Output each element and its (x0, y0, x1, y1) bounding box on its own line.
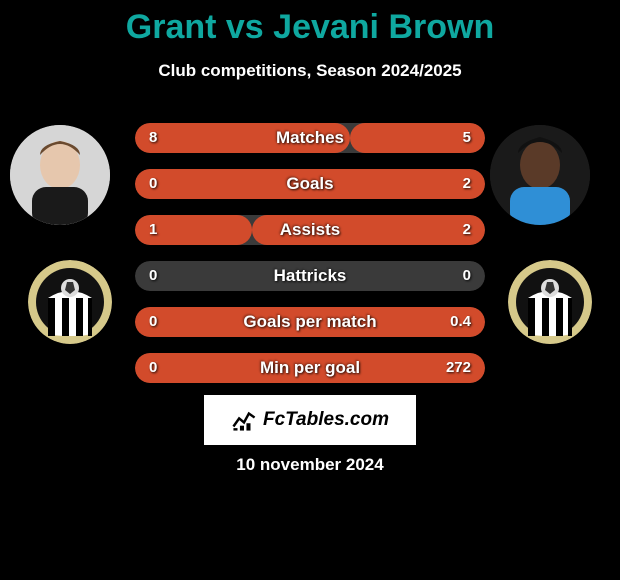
page-title: Grant vs Jevani Brown (0, 0, 620, 47)
stat-row: 12Assists (135, 215, 485, 245)
stat-label: Goals (135, 169, 485, 199)
stat-row: 02Goals (135, 169, 485, 199)
stat-row: 00Hattricks (135, 261, 485, 291)
stat-label: Assists (135, 215, 485, 245)
stat-label: Min per goal (135, 353, 485, 383)
chart-icon (231, 407, 257, 433)
subtitle: Club competitions, Season 2024/2025 (0, 61, 620, 81)
stat-label: Hattricks (135, 261, 485, 291)
stat-row: 00.4Goals per match (135, 307, 485, 337)
site-logo: FcTables.com (204, 395, 416, 445)
date-label: 10 november 2024 (0, 455, 620, 475)
club-badge-right (508, 260, 592, 344)
player-avatar-left (10, 125, 110, 225)
site-logo-text: FcTables.com (263, 409, 389, 431)
stat-row: 0272Min per goal (135, 353, 485, 383)
club-badge-left (28, 260, 112, 344)
stat-row: 85Matches (135, 123, 485, 153)
stats-area: 85Matches 02Goals 12Assists 00Hattricks 00.4… (135, 123, 485, 399)
stat-label: Goals per match (135, 307, 485, 337)
stat-label: Matches (135, 123, 485, 153)
player-avatar-right (490, 125, 590, 225)
